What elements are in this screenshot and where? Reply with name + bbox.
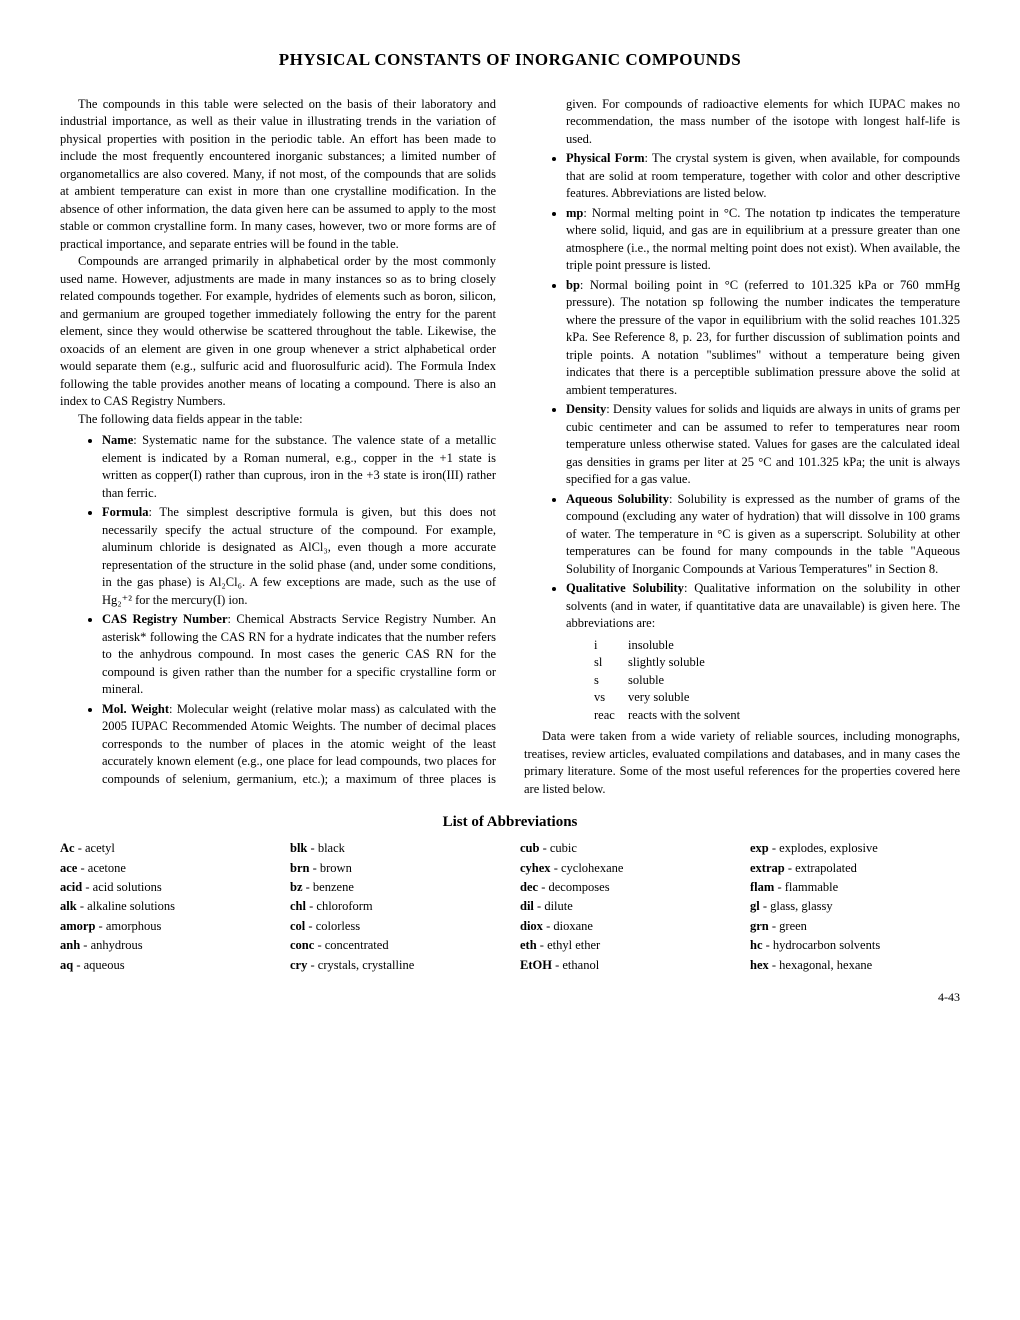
field-density: Density: Density values for solids and l… [566, 401, 960, 489]
field-cas: CAS Registry Number: Chemical Abstracts … [102, 611, 496, 699]
field-physical-form: Physical Form: The crystal system is giv… [566, 150, 960, 203]
intro-p3: The following data fields appear in the … [60, 411, 496, 429]
body-text: The compounds in this table were selecte… [60, 96, 960, 799]
field-formula: Formula: The simplest descriptive formul… [102, 504, 496, 609]
abbreviations-heading: List of Abbreviations [60, 812, 960, 833]
intro-p1: The compounds in this table were selecte… [60, 96, 496, 254]
closing-paragraph: Data were taken from a wide variety of r… [524, 728, 960, 798]
page-title: PHYSICAL CONSTANTS OF INORGANIC COMPOUND… [60, 48, 960, 72]
field-aqueous-solubility: Aqueous Solubility: Solubility is expres… [566, 491, 960, 579]
abbrev-col-4: exp - explodes, explosive extrap - extra… [750, 839, 960, 975]
abbreviations-grid: Ac - acetyl ace - acetone acid - acid so… [60, 839, 960, 975]
intro-p2: Compounds are arranged primarily in alph… [60, 253, 496, 411]
field-qualitative-solubility: Qualitative Solubility: Qualitative info… [566, 580, 960, 724]
page-number: 4-43 [60, 989, 960, 1006]
abbrev-col-3: cub - cubic cyhex - cyclohexane dec - de… [520, 839, 730, 975]
field-name: Name: Systematic name for the substance.… [102, 432, 496, 502]
field-bp: bp: Normal boiling point in °C (referred… [566, 277, 960, 400]
solubility-key-table: iinsoluble slslightly soluble ssoluble v… [594, 637, 960, 725]
field-mp: mp: Normal melting point in °C. The nota… [566, 205, 960, 275]
abbrev-col-2: blk - black brn - brown bz - benzene chl… [290, 839, 500, 975]
abbrev-col-1: Ac - acetyl ace - acetone acid - acid so… [60, 839, 270, 975]
